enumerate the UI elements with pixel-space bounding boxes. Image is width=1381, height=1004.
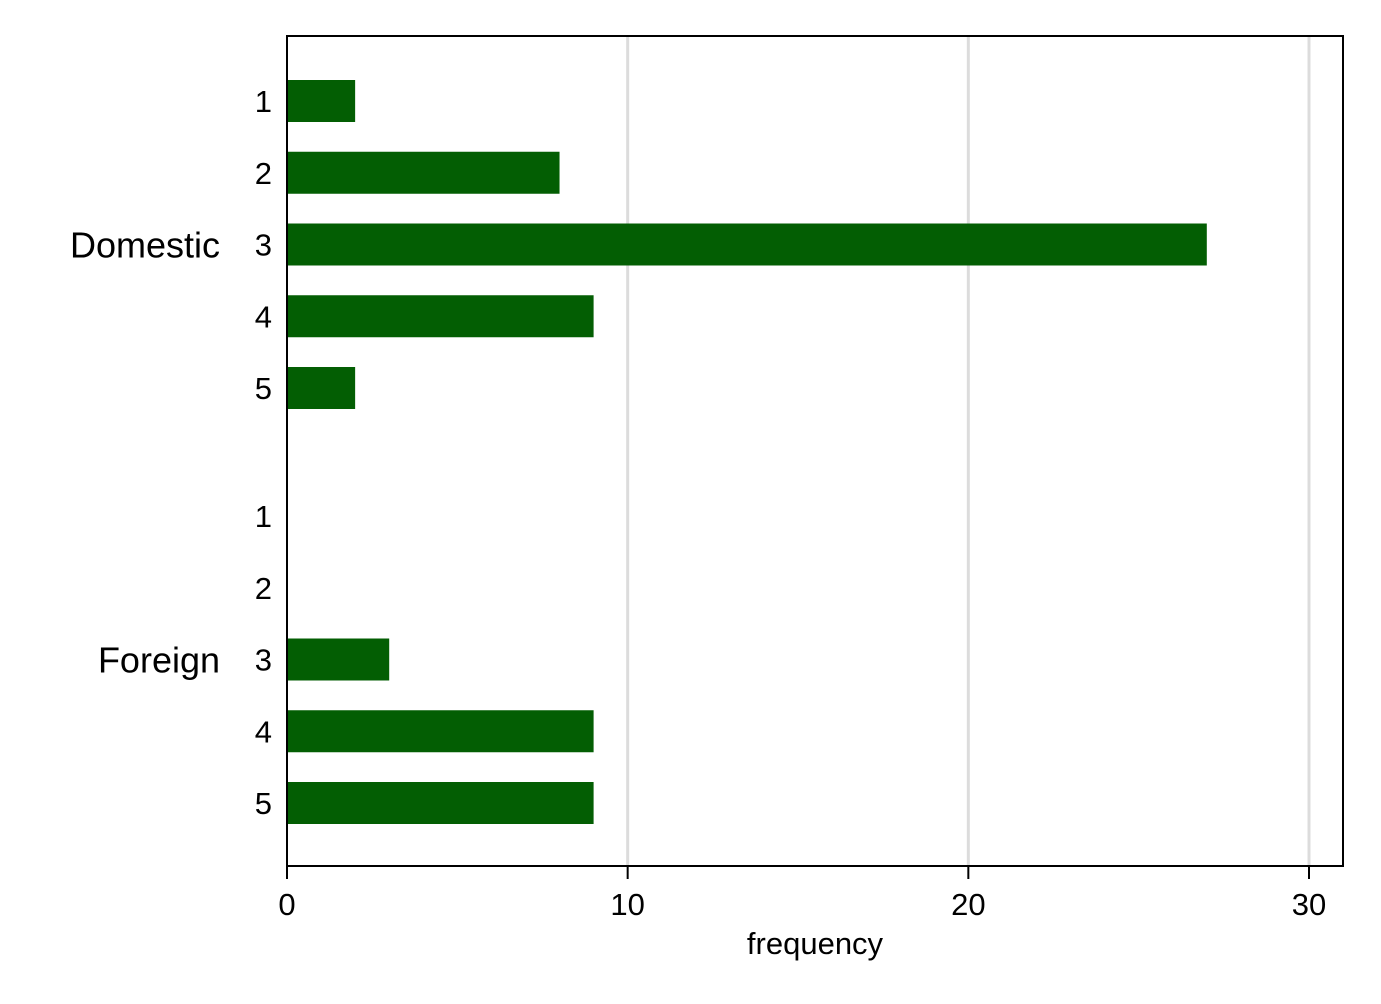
- x-tick-label: 30: [1292, 887, 1326, 922]
- x-tick-label: 10: [610, 887, 644, 922]
- category-label: 3: [255, 228, 272, 263]
- bar: [287, 151, 560, 194]
- group-label: Domestic: [70, 225, 220, 266]
- bar: [287, 782, 594, 824]
- category-label: 1: [255, 499, 272, 534]
- category-label: 5: [255, 371, 272, 406]
- x-axis-title: frequency: [747, 926, 884, 961]
- grid-lines: [626, 37, 1311, 865]
- bar: [287, 80, 356, 122]
- bars: [287, 80, 1207, 824]
- category-label: 4: [255, 714, 272, 749]
- bar: [287, 223, 1207, 266]
- x-tick-label: 20: [951, 887, 985, 922]
- group-label: Foreign: [98, 640, 220, 681]
- category-label: 4: [255, 299, 272, 334]
- bar: [287, 710, 594, 753]
- category-label: 5: [255, 786, 272, 821]
- category-label: 2: [255, 156, 272, 191]
- x-tick-label: 0: [278, 887, 295, 922]
- plot-frame: [286, 35, 1344, 867]
- bar: [287, 367, 356, 409]
- x-axis-ticks: 0 10 20 30: [278, 866, 1326, 922]
- bar: [287, 638, 390, 681]
- category-label: 3: [255, 643, 272, 678]
- plot-region: [286, 35, 1344, 867]
- bar: [287, 295, 594, 338]
- y-axis-labels: 1 2 3 4 5 Domestic 1 2 3 4 5 Foreign: [70, 84, 272, 821]
- category-label: 1: [255, 84, 272, 119]
- category-label: 2: [255, 571, 272, 606]
